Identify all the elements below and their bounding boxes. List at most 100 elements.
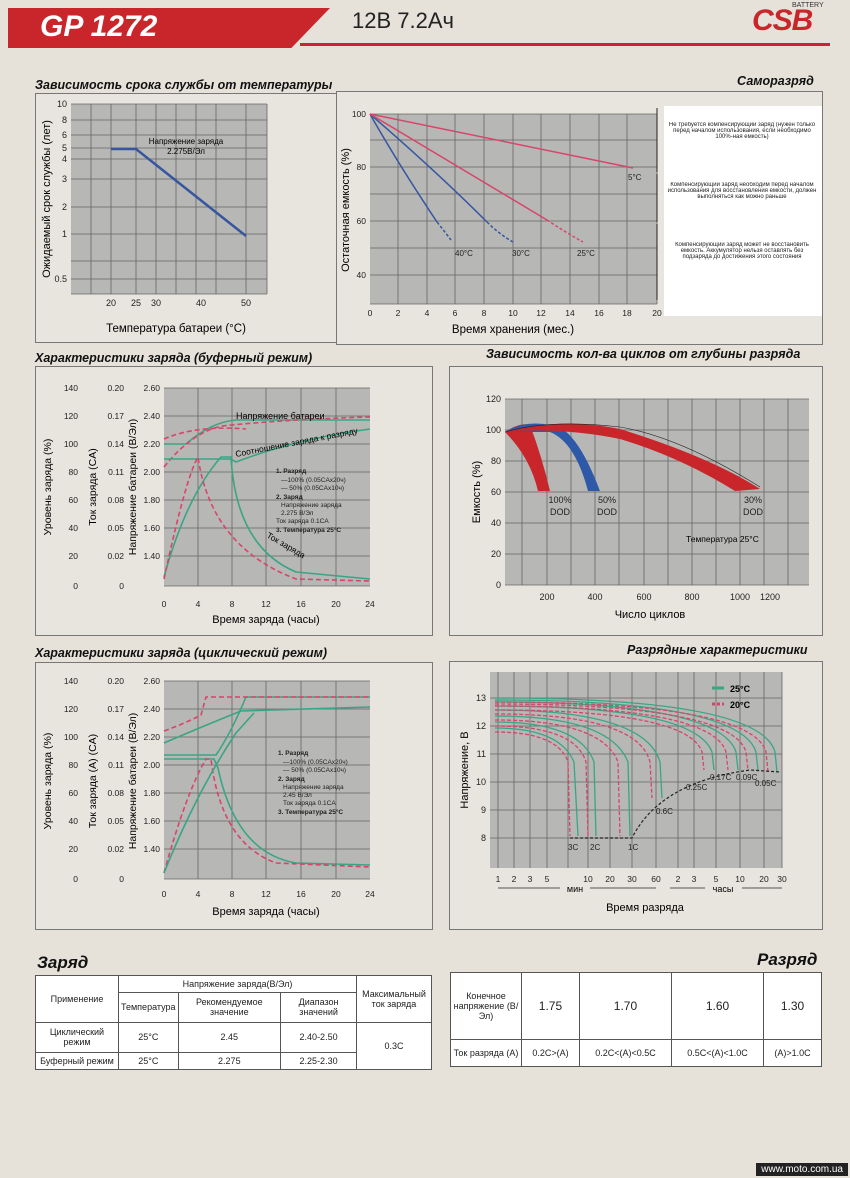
svg-text:16: 16 bbox=[296, 599, 306, 609]
svg-text:0: 0 bbox=[162, 599, 167, 609]
svg-text:2. Заряд: 2. Заряд bbox=[278, 776, 305, 783]
svg-text:800: 800 bbox=[684, 592, 699, 602]
svg-text:Число циклов: Число циклов bbox=[615, 609, 686, 621]
svg-text:2.60: 2.60 bbox=[143, 676, 160, 686]
discharge-table-title: Разряд bbox=[757, 950, 818, 969]
svg-text:0.05C: 0.05C bbox=[755, 779, 777, 788]
footer-url[interactable]: www.moto.com.ua bbox=[756, 1163, 848, 1176]
svg-text:12: 12 bbox=[261, 889, 271, 899]
table-row: Циклический режим 25°C 2.45 2.40-2.50 0.… bbox=[35, 1021, 432, 1071]
svg-text:0.17: 0.17 bbox=[107, 704, 124, 714]
svg-text:1.60: 1.60 bbox=[143, 816, 160, 826]
svg-text:2.60: 2.60 bbox=[143, 383, 160, 393]
svg-text:2C: 2C bbox=[590, 843, 600, 852]
svg-text:2.275 В/Эл: 2.275 В/Эл bbox=[281, 510, 314, 517]
svg-text:1.40: 1.40 bbox=[143, 844, 160, 854]
svg-text:Напряжение батареи: Напряжение батареи bbox=[236, 411, 325, 421]
svg-text:16: 16 bbox=[296, 889, 306, 899]
life-temp-chart: 10 8 6 5 4 3 2 1 0.5 20 25 30 40 50 Напр… bbox=[41, 99, 268, 335]
svg-text:5: 5 bbox=[62, 143, 67, 153]
svg-text:20: 20 bbox=[69, 551, 79, 561]
header-banner bbox=[8, 8, 330, 48]
svg-text:2: 2 bbox=[512, 874, 517, 884]
svg-text:— 50% (0.05CAx10ч): — 50% (0.05CAx10ч) bbox=[281, 485, 344, 492]
svg-text:0: 0 bbox=[73, 581, 78, 591]
svg-text:30°C: 30°C bbox=[512, 249, 530, 258]
cyclic-charge-title: Характеристики заряда (циклический режим… bbox=[35, 646, 328, 660]
svg-text:40: 40 bbox=[69, 523, 79, 533]
svg-text:140: 140 bbox=[64, 676, 78, 686]
cell-range-header: Диапазон значений bbox=[280, 991, 357, 1023]
svg-text:0.14: 0.14 bbox=[107, 732, 124, 742]
svg-text:часы: часы bbox=[713, 884, 734, 894]
header-rule bbox=[300, 43, 830, 46]
svg-text:1. Разряд: 1. Разряд bbox=[276, 468, 306, 475]
svg-text:0.20: 0.20 bbox=[107, 676, 124, 686]
cycle-depth-title: Зависимость кол-ва циклов от глубины раз… bbox=[486, 347, 801, 361]
svg-text:60: 60 bbox=[69, 495, 79, 505]
svg-text:3: 3 bbox=[62, 174, 67, 184]
svg-text:600: 600 bbox=[636, 592, 651, 602]
svg-text:8: 8 bbox=[230, 599, 235, 609]
svg-text:Напряжение батареи (В/Эл): Напряжение батареи (В/Эл) bbox=[127, 713, 139, 849]
svg-text:Температура батареи (°C): Температура батареи (°C) bbox=[106, 323, 246, 335]
svg-text:2. Заряд: 2. Заряд bbox=[276, 494, 303, 501]
svg-text:2.20: 2.20 bbox=[143, 732, 160, 742]
svg-text:Напряжение заряда: Напряжение заряда bbox=[149, 137, 224, 146]
svg-text:16: 16 bbox=[594, 308, 604, 318]
svg-text:140: 140 bbox=[64, 383, 78, 393]
svg-text:Температура 25°C: Температура 25°C bbox=[686, 534, 759, 544]
svg-text:2.275В/Эл: 2.275В/Эл bbox=[167, 147, 205, 156]
svg-text:80: 80 bbox=[491, 456, 501, 466]
svg-text:1.40: 1.40 bbox=[143, 551, 160, 561]
svg-text:25°C: 25°C bbox=[577, 249, 595, 258]
self-discharge-title: Саморазряд bbox=[737, 74, 814, 88]
svg-text:3. Температура 25°C: 3. Температура 25°C bbox=[276, 526, 341, 534]
svg-text:20: 20 bbox=[605, 874, 615, 884]
svg-text:3: 3 bbox=[692, 874, 697, 884]
svg-text:30: 30 bbox=[627, 874, 637, 884]
svg-text:4: 4 bbox=[196, 599, 201, 609]
svg-text:мин: мин bbox=[567, 884, 583, 894]
svg-text:40°C: 40°C bbox=[455, 249, 473, 258]
svg-text:2.40: 2.40 bbox=[143, 704, 160, 714]
cell-temp-header: Температура bbox=[118, 991, 179, 1023]
svg-text:1: 1 bbox=[496, 874, 501, 884]
svg-text:400: 400 bbox=[587, 592, 602, 602]
svg-text:20: 20 bbox=[652, 308, 662, 318]
svg-text:0.25C: 0.25C bbox=[686, 783, 708, 792]
svg-text:0.09C: 0.09C bbox=[736, 773, 758, 782]
float-charge-title: Характеристики заряда (буферный режим) bbox=[35, 351, 313, 365]
svg-text:0.20: 0.20 bbox=[107, 383, 124, 393]
svg-text:120: 120 bbox=[64, 704, 78, 714]
svg-text:30%: 30% bbox=[744, 495, 762, 505]
svg-text:Время заряда (часы): Время заряда (часы) bbox=[212, 614, 319, 626]
svg-text:80: 80 bbox=[69, 467, 79, 477]
svg-text:20: 20 bbox=[331, 599, 341, 609]
svg-text:0.11: 0.11 bbox=[108, 467, 124, 477]
svg-text:60: 60 bbox=[357, 216, 367, 226]
self-discharge-chart: 40°C 30°C 25°C 5°C 100 80 60 40 0 2 4 6 … bbox=[337, 92, 822, 344]
svg-text:40: 40 bbox=[357, 270, 367, 280]
svg-text:2.40: 2.40 bbox=[143, 411, 160, 421]
svg-text:0.02: 0.02 bbox=[107, 844, 124, 854]
charge-table-title: Заряд bbox=[37, 953, 89, 972]
svg-text:1: 1 bbox=[62, 229, 67, 239]
svg-text:Уровень заряда (%): Уровень заряда (%) bbox=[42, 439, 54, 536]
svg-text:Ток заряда (A) (CA): Ток заряда (A) (CA) bbox=[87, 734, 99, 828]
svg-text:Уровень заряда (%): Уровень заряда (%) bbox=[42, 733, 54, 830]
float-charge-panel: Напряжение батареи Соотношение заряда к … bbox=[35, 366, 433, 636]
cyclic-charge-panel: 1. Разряд —100% (0.05CAx20ч) — 50% (0.05… bbox=[35, 662, 433, 930]
svg-text:0: 0 bbox=[496, 580, 501, 590]
svg-text:20: 20 bbox=[106, 298, 116, 308]
svg-text:2: 2 bbox=[62, 202, 67, 212]
svg-text:Емкость (%): Емкость (%) bbox=[471, 461, 483, 523]
discharge-table: Конечное напряжение (В/Эл) 1.75 1.70 1.6… bbox=[450, 971, 822, 1067]
svg-text:10: 10 bbox=[476, 777, 486, 787]
svg-text:1C: 1C bbox=[628, 843, 638, 852]
svg-text:1.80: 1.80 bbox=[143, 495, 160, 505]
svg-text:50%: 50% bbox=[598, 495, 616, 505]
svg-text:13: 13 bbox=[476, 693, 486, 703]
svg-text:1.60: 1.60 bbox=[143, 523, 160, 533]
svg-text:200: 200 bbox=[539, 592, 554, 602]
